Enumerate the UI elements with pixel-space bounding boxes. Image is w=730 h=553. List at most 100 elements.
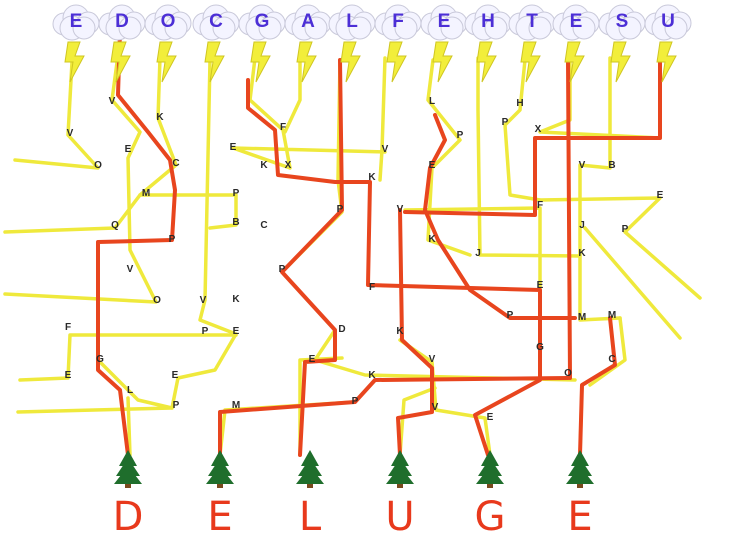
lightning-bolt-icon <box>156 41 177 83</box>
junction-letter: E <box>65 370 72 381</box>
junction-letter: J <box>579 220 585 231</box>
junction-letter: F <box>280 122 286 133</box>
junction-letter: E <box>172 370 179 381</box>
junction-letter: E <box>125 144 132 155</box>
cloud-letter: C <box>209 11 223 32</box>
pine-tree-icon <box>476 450 504 488</box>
lightning-bolt-icon <box>340 41 361 83</box>
junction-letter: O <box>564 368 572 379</box>
junction-letter: X <box>535 124 542 135</box>
cloud-14: U <box>644 4 692 41</box>
junction-letter: E <box>230 142 237 153</box>
junction-letter: P <box>622 224 629 235</box>
lightning-bolt-icon <box>520 41 541 83</box>
lightning-bolt-icon <box>656 41 677 83</box>
lightning-bolt-icon <box>250 41 271 83</box>
junction-letter: P <box>173 400 180 411</box>
cloud-letter: S <box>616 11 629 32</box>
cloud-letter: E <box>438 11 451 32</box>
junction-letter: F <box>65 322 71 333</box>
junction-letter: V <box>579 160 586 171</box>
junction-letter: C <box>172 158 179 169</box>
junction-letter: J <box>475 248 481 259</box>
pine-tree-icon <box>296 450 324 488</box>
cloud-letter: O <box>161 11 176 32</box>
cloud-letter: E <box>570 11 583 32</box>
cloud-8: F <box>374 4 422 41</box>
cloud-2: D <box>98 4 146 41</box>
cloud-4: C <box>192 4 240 41</box>
tree-row <box>114 450 594 488</box>
lightning-bolt-icon <box>204 41 225 83</box>
cloud-letter: F <box>392 11 404 32</box>
junction-letter: B <box>608 160 615 171</box>
junction-letter: V <box>429 354 436 365</box>
junction-letter: E <box>537 280 544 291</box>
lightning-bolt-icon <box>432 41 453 83</box>
junction-letter: P <box>502 117 509 128</box>
cloud-5: G <box>238 4 286 41</box>
junction-letter: V <box>397 204 404 215</box>
pine-tree-icon <box>206 450 234 488</box>
junction-letter: V <box>432 402 439 413</box>
junction-letter: O <box>153 295 161 306</box>
answer-letter-3: L <box>299 494 322 540</box>
junction-letter: K <box>232 294 240 305</box>
cloud-letter: H <box>481 11 495 32</box>
junction-letter: P <box>507 310 514 321</box>
junction-letter: K <box>368 370 376 381</box>
cloud-letter: A <box>301 11 315 32</box>
pine-tree-icon <box>386 450 414 488</box>
junction-letter: H <box>516 98 523 109</box>
junction-letter: F <box>369 282 375 293</box>
junction-letter: E <box>429 160 436 171</box>
junction-letter: G <box>536 342 544 353</box>
pine-tree-icon <box>114 450 142 488</box>
junction-letter: C <box>608 354 615 365</box>
junction-letter: P <box>202 326 209 337</box>
lightning-bolt-icon <box>110 41 131 83</box>
cloud-9: E <box>420 4 468 41</box>
junction-letter: G <box>96 354 104 365</box>
junction-letter: P <box>279 264 286 275</box>
junction-letter: P <box>233 188 240 199</box>
junction-letter: V <box>109 96 116 107</box>
junction-letter: Q <box>111 220 119 231</box>
junction-letter: M <box>608 310 616 321</box>
traced-path-layer <box>96 28 662 457</box>
pine-tree-icon <box>566 450 594 488</box>
cloud-letter: E <box>70 11 83 32</box>
wire-network <box>3 53 702 457</box>
cloud-11: T <box>508 4 556 41</box>
junction-letter: V <box>382 144 389 155</box>
junction-letter: O <box>94 160 102 171</box>
junction-letter: K <box>260 160 268 171</box>
junction-letter: B <box>232 217 239 228</box>
cloud-3: O <box>144 4 192 41</box>
answer-letter-1: D <box>113 494 144 540</box>
lightning-bolt-icon <box>64 41 85 83</box>
answer-letter-2: E <box>207 494 232 540</box>
junction-letter: K <box>396 326 404 337</box>
junction-letter: E <box>657 190 664 201</box>
cloud-7: L <box>328 4 376 41</box>
cloud-letter: D <box>115 11 129 32</box>
cloud-10: H <box>464 4 512 41</box>
junction-letter: K <box>578 248 586 259</box>
junction-letter: X <box>285 160 292 171</box>
junction-letter: P <box>169 234 176 245</box>
junction-letters: V K V E C O M P Q P V O V K F P E G E E L P E K X F P P B C D E K V L P E V K J… <box>65 96 664 423</box>
cloud-letter: L <box>346 11 358 32</box>
cloud-1: E <box>52 4 100 41</box>
cloud-12: E <box>552 4 600 41</box>
junction-letter: M <box>142 188 150 199</box>
junction-letter: E <box>309 354 316 365</box>
junction-letter: K <box>156 112 164 123</box>
answer-letter-4: U <box>385 494 414 540</box>
cloud-letter: T <box>526 11 538 32</box>
lightning-bolt-icon <box>610 41 631 83</box>
cloud-letter: U <box>661 11 675 32</box>
